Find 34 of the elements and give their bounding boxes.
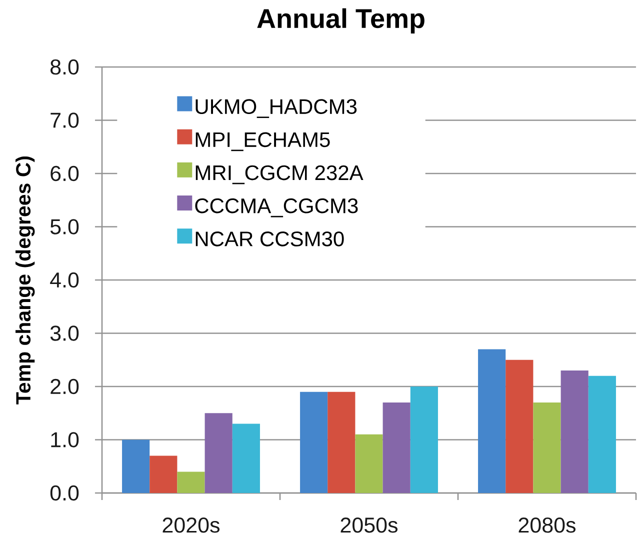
bar	[478, 349, 506, 493]
x-tick-label: 2080s	[518, 518, 576, 533]
legend-label: NCAR CCSM30	[196, 231, 344, 246]
bar	[328, 392, 356, 493]
y-tick-label: 7.0	[50, 112, 79, 128]
y-tick-label: 4.0	[50, 272, 79, 288]
chart-title: Annual Temp	[257, 8, 424, 34]
bar	[122, 440, 150, 493]
legend-label: UKMO_HADCM3	[196, 99, 357, 118]
y-tick-label: 0.0	[50, 485, 79, 501]
y-axis-title: Temp change (degrees C)	[16, 156, 35, 404]
y-tick-label: 2.0	[50, 378, 79, 394]
y-tick-label: 8.0	[50, 59, 79, 75]
bar	[506, 360, 534, 493]
bar	[232, 424, 260, 493]
legend-label: MRI_CGCM 232A	[196, 165, 364, 184]
legend-label: CCCMA_CGCM3	[195, 198, 358, 218]
y-tick-label: 5.0	[50, 219, 79, 234]
bar	[177, 472, 205, 493]
bar	[382, 402, 410, 493]
bar	[300, 392, 328, 493]
y-tick-label: 1.0	[51, 432, 79, 448]
x-tick-label: 2050s	[340, 518, 398, 533]
y-tick-label: 3.0	[50, 326, 79, 341]
y-tick-label: 6.0	[50, 166, 79, 182]
bar	[588, 376, 616, 493]
bar	[410, 386, 438, 493]
bar	[560, 370, 588, 493]
bar	[533, 402, 561, 493]
legend-label: MPI_ECHAM5	[196, 132, 330, 152]
bar	[150, 456, 178, 493]
bar	[355, 434, 383, 493]
x-tick-label: 2020s	[162, 518, 220, 533]
bar	[204, 413, 232, 493]
